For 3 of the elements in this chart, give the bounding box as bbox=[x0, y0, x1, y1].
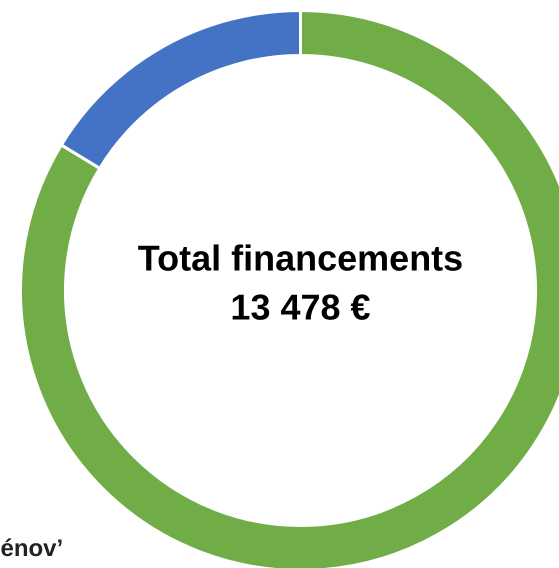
text: énov’ bbox=[0, 535, 64, 562]
text: Total financements bbox=[138, 238, 464, 278]
text: 13 478 € bbox=[230, 286, 371, 328]
